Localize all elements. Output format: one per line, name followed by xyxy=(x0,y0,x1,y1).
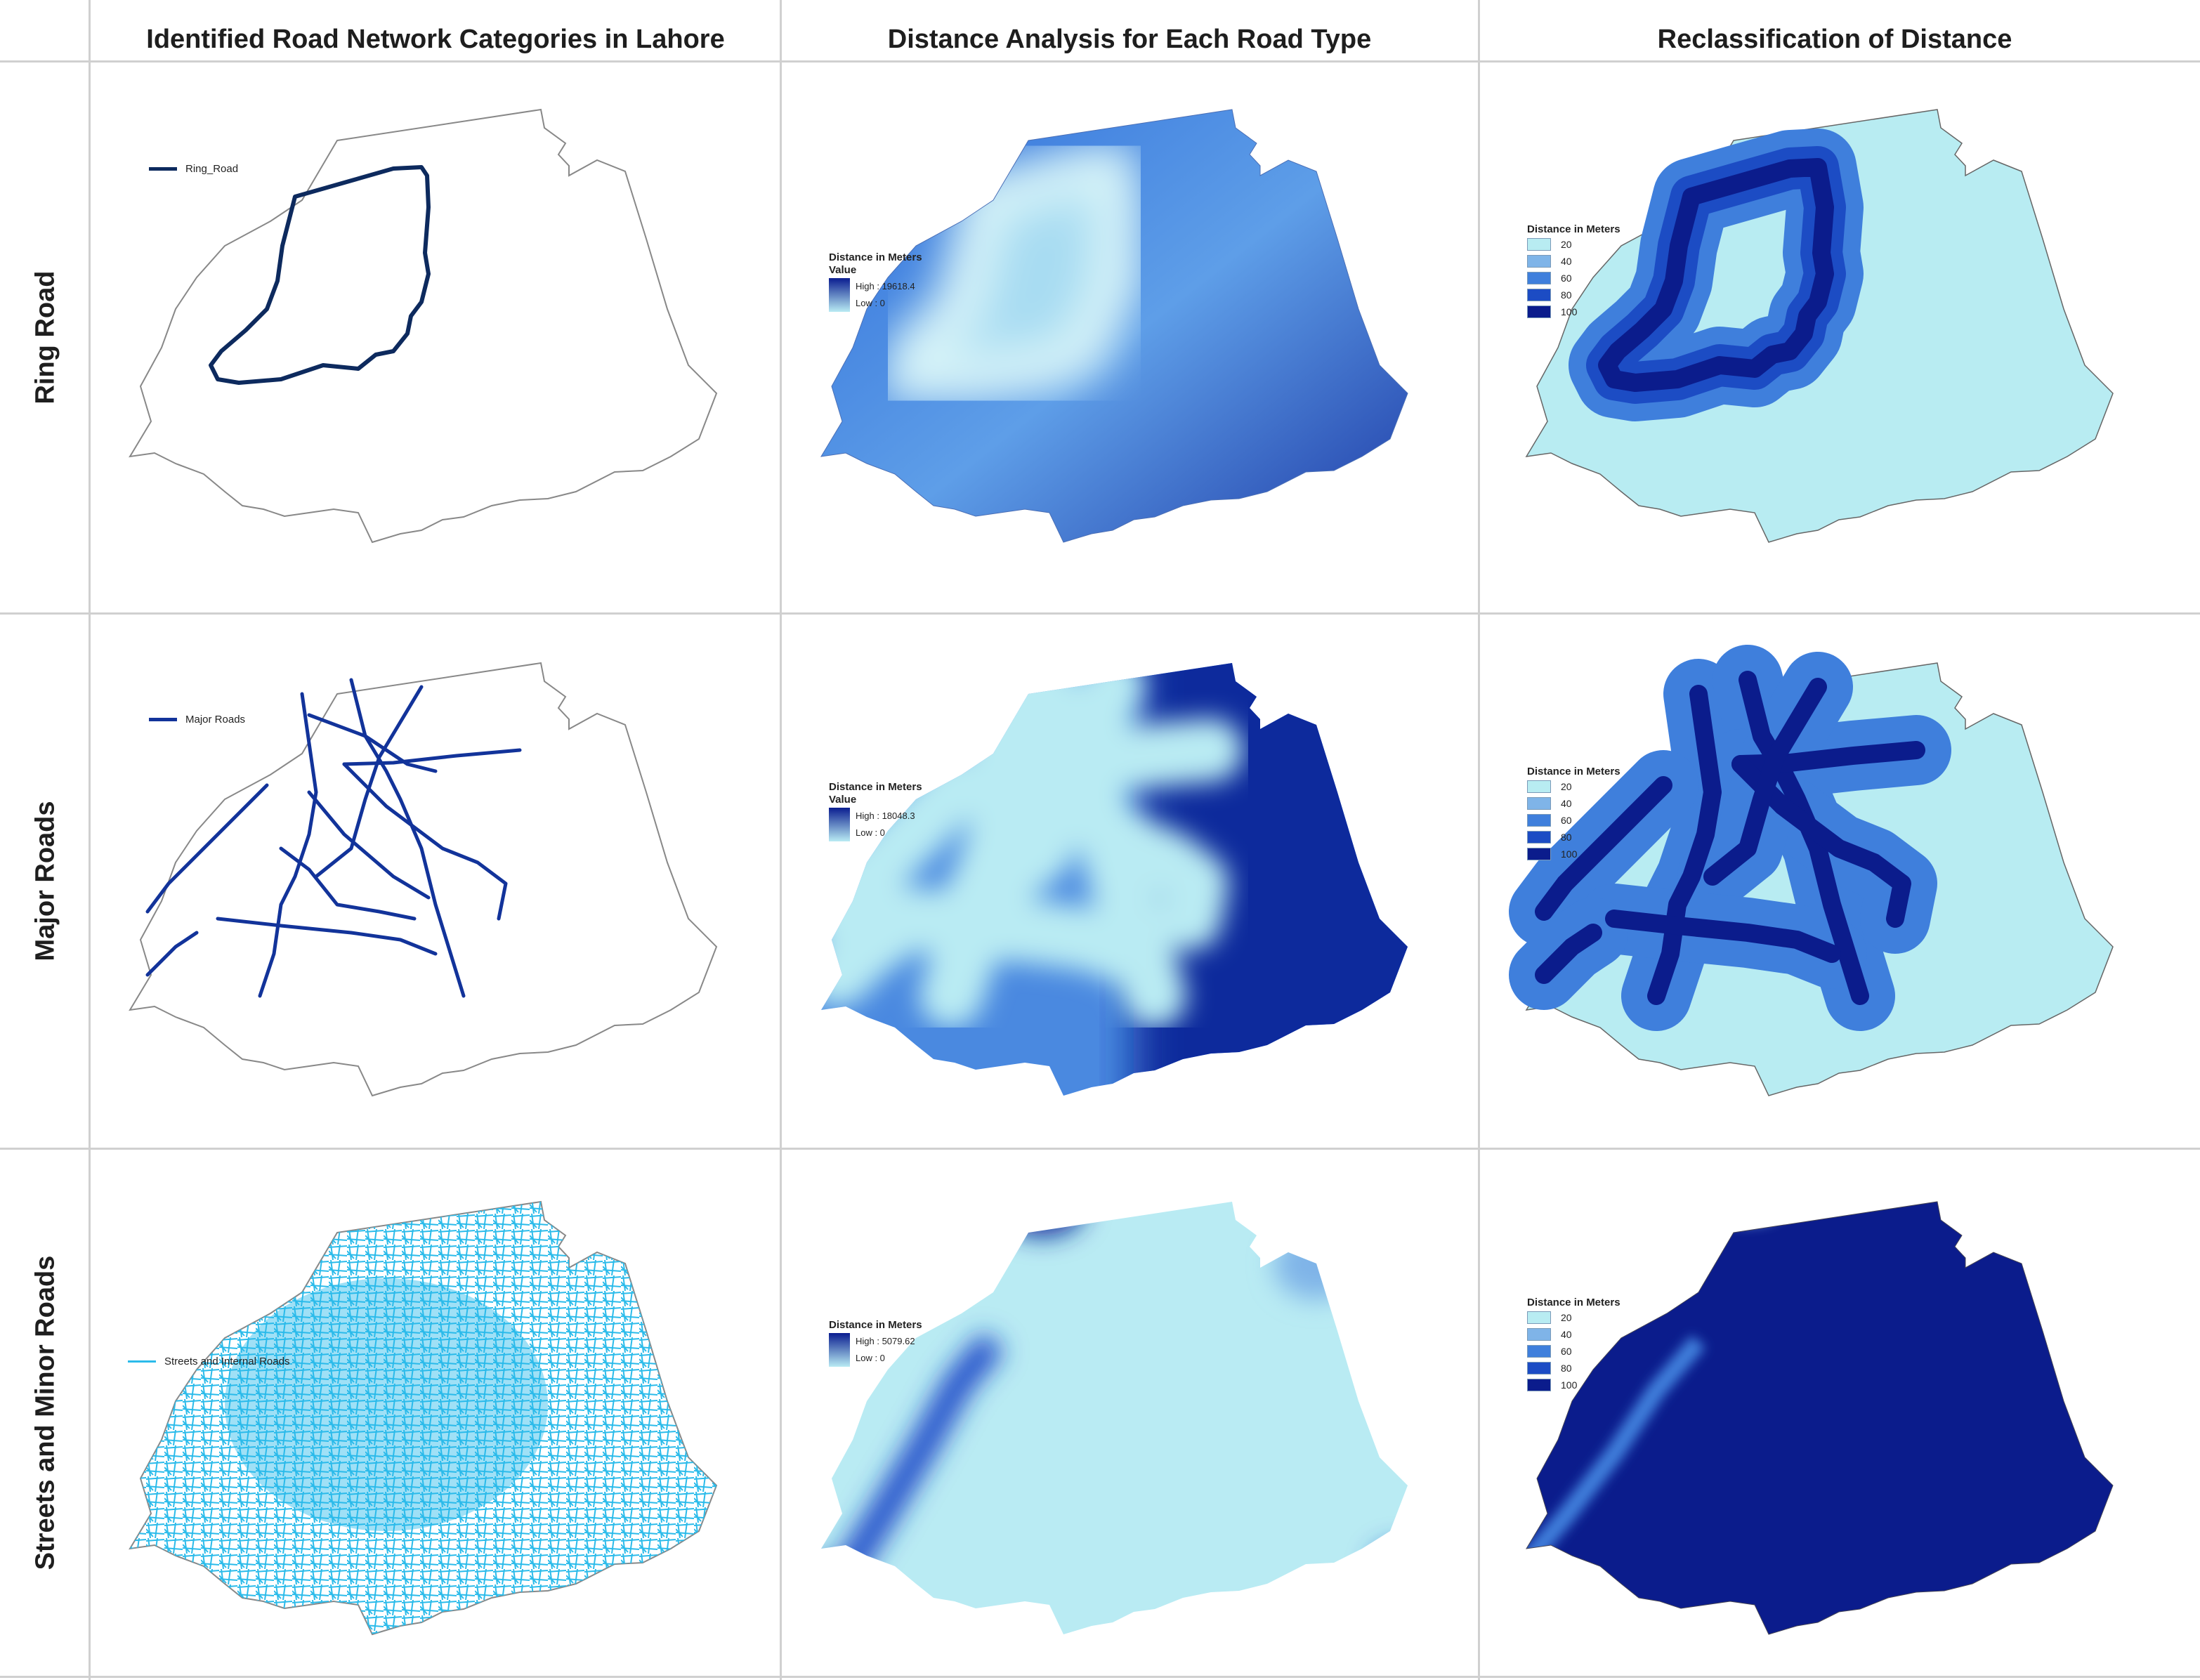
ring-road-reclass-map: Distance in Meters 20 40 60 80 100 xyxy=(1481,63,2190,611)
row-header-streets: Streets and Minor Roads xyxy=(30,1255,60,1570)
ring-road-legend: Ring_Road xyxy=(149,163,238,175)
major-roads-distance-map: Distance in Meters Value High : 18048.3 … xyxy=(783,617,1478,1145)
column-divider-2 xyxy=(1478,0,1480,1680)
column-header-network: Identified Road Network Categories in La… xyxy=(146,24,725,54)
column-header-distance: Distance Analysis for Each Road Type xyxy=(887,24,1372,54)
ring-road-network-map: Ring_Road xyxy=(91,63,780,611)
streets-legend: Streets and Internal Roads xyxy=(128,1356,289,1367)
bottom-divider xyxy=(0,1676,2200,1678)
major-roads-class-legend: Distance in Meters 20 40 60 80 100 xyxy=(1527,766,1620,860)
major-roads-network-map: Major Roads xyxy=(91,617,780,1145)
streets-class-legend: Distance in Meters 20 40 60 80 100 xyxy=(1527,1297,1620,1391)
ring-road-legend-swatch xyxy=(149,167,177,171)
row-header-major-roads: Major Roads xyxy=(30,801,60,962)
gradient-ramp xyxy=(829,278,850,312)
column-header-reclass: Reclassification of Distance xyxy=(1657,24,2012,54)
major-roads-legend: Major Roads xyxy=(149,714,245,726)
row-divider-1 xyxy=(0,612,2200,615)
header-divider xyxy=(0,60,2200,63)
streets-distance-legend: Distance in Meters High : 5079.62 Low : … xyxy=(829,1319,922,1367)
major-roads-reclass-map: Distance in Meters 20 40 60 80 100 xyxy=(1481,617,2190,1145)
ring-road-line xyxy=(209,165,431,385)
column-divider-1 xyxy=(780,0,782,1680)
ring-road-legend-label: Ring_Road xyxy=(185,163,239,175)
ring-road-distance-legend: Distance in Meters Value High : 19618.4 … xyxy=(829,251,922,312)
streets-distance-map: Distance in Meters High : 5079.62 Low : … xyxy=(783,1152,1478,1673)
row-header-ring-road: Ring Road xyxy=(30,270,60,405)
ring-road-class-legend: Distance in Meters 20 40 60 80 100 xyxy=(1527,223,1620,318)
column-divider-0 xyxy=(89,0,91,1680)
major-roads-distance-legend: Distance in Meters Value High : 18048.3 … xyxy=(829,781,922,841)
streets-reclass-map: Distance in Meters 20 40 60 80 100 xyxy=(1481,1152,2190,1673)
streets-network-map: Streets and Internal Roads xyxy=(91,1152,780,1673)
row-divider-2 xyxy=(0,1148,2200,1150)
ring-road-distance-map: Distance in Meters Value High : 19618.4 … xyxy=(783,63,1478,611)
